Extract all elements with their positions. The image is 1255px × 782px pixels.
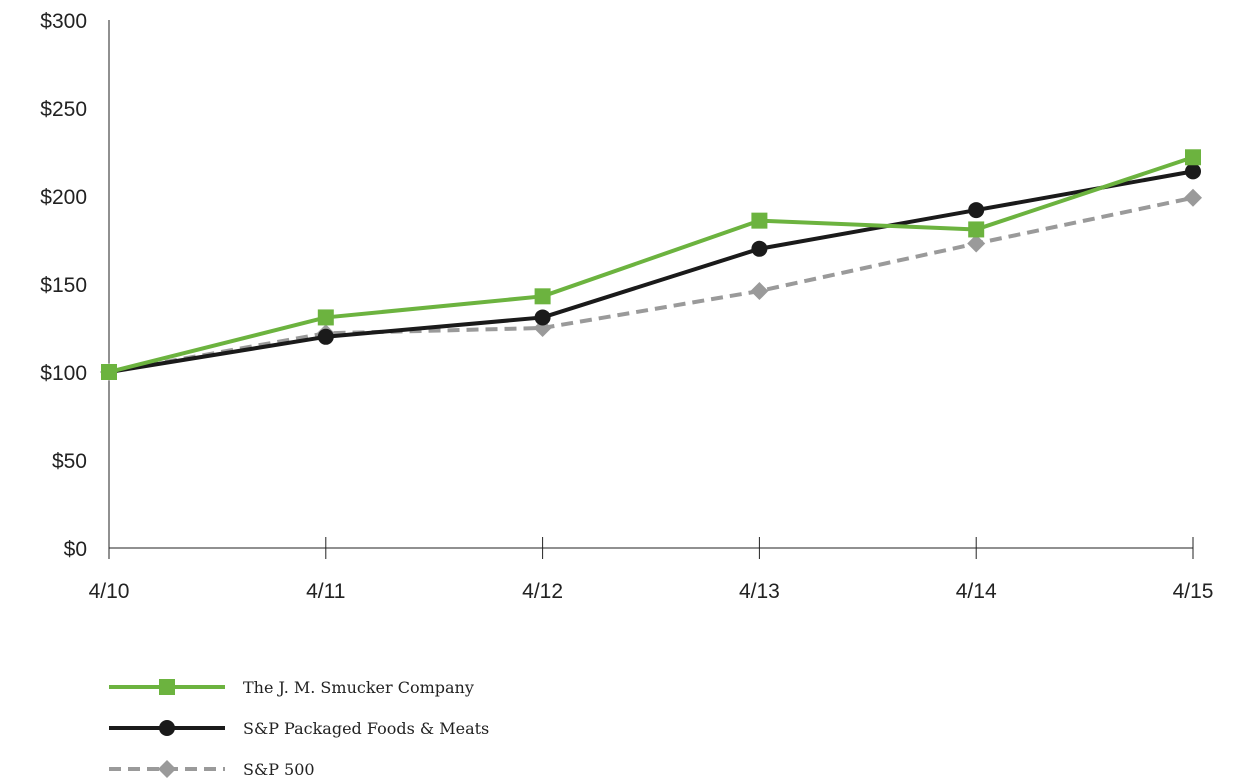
data-point-the-j-m-smucker-company [968, 221, 985, 238]
legend-item-the-j-m-smucker-company: The J. M. Smucker Company [109, 678, 474, 697]
data-point-the-j-m-smucker-company [1185, 149, 1201, 166]
series-line-s-p-500 [108, 195, 1194, 374]
x-ticks: 4/10 4/11 4/12 4/13 4/14 4/15 [89, 537, 1214, 603]
y-tick-labels: $0 $50 $100 $150 $200 $250 $300 [40, 10, 87, 561]
series-layer [100, 149, 1202, 381]
data-point-the-j-m-smucker-company [101, 364, 117, 380]
legend: The J. M. Smucker Company S&P Packaged Fo… [109, 678, 489, 779]
data-point-s-p-packaged-foods-meats [534, 309, 551, 326]
x-tick-label: 4/11 [306, 580, 345, 603]
x-tick-label: 4/12 [522, 580, 563, 603]
data-point-s-p-500 [750, 282, 769, 301]
x-tick-label: 4/14 [956, 580, 997, 603]
series-line-the-j-m-smucker-company [108, 155, 1194, 374]
series-s-p-packaged-foods-meats [101, 163, 1201, 380]
legend-label: The J. M. Smucker Company [243, 678, 474, 697]
data-point-s-p-packaged-foods-meats [968, 202, 985, 219]
data-point-s-p-500 [1184, 188, 1202, 207]
y-tick-label: $150 [40, 274, 87, 297]
x-tick-label: 4/15 [1173, 580, 1214, 603]
data-point-s-p-500 [967, 234, 986, 253]
legend-swatch-marker [158, 760, 176, 778]
legend-label: S&P Packaged Foods & Meats [243, 719, 489, 738]
y-tick-label: $0 [64, 538, 87, 561]
legend-item-s-p-packaged-foods-meats: S&P Packaged Foods & Meats [109, 719, 489, 738]
y-tick-label: $100 [40, 362, 87, 385]
legend-item-s-p-500: S&P 500 [109, 760, 315, 779]
legend-swatch-marker [159, 720, 175, 736]
series-line-s-p-packaged-foods-meats [108, 169, 1194, 374]
legend-label: S&P 500 [243, 760, 315, 779]
x-tick-label: 4/13 [739, 580, 780, 603]
y-tick-label: $250 [40, 98, 87, 121]
data-point-the-j-m-smucker-company [534, 288, 551, 305]
legend-swatch-marker [159, 679, 175, 695]
x-tick-label: 4/10 [89, 580, 130, 603]
series-the-j-m-smucker-company [101, 149, 1201, 380]
data-point-the-j-m-smucker-company [317, 309, 334, 326]
data-point-s-p-packaged-foods-meats [751, 240, 768, 257]
data-point-s-p-packaged-foods-meats [317, 328, 334, 345]
data-point-s-p-packaged-foods-meats [1185, 163, 1201, 180]
axes: $0$50$100$150$200$250$300 4/10 4/11 4/12 4/… [40, 10, 1213, 603]
y-tick-label: $200 [40, 186, 87, 209]
y-tick-label: $50 [52, 450, 87, 473]
y-tick-label: $300 [40, 10, 87, 33]
data-point-the-j-m-smucker-company [751, 212, 768, 229]
